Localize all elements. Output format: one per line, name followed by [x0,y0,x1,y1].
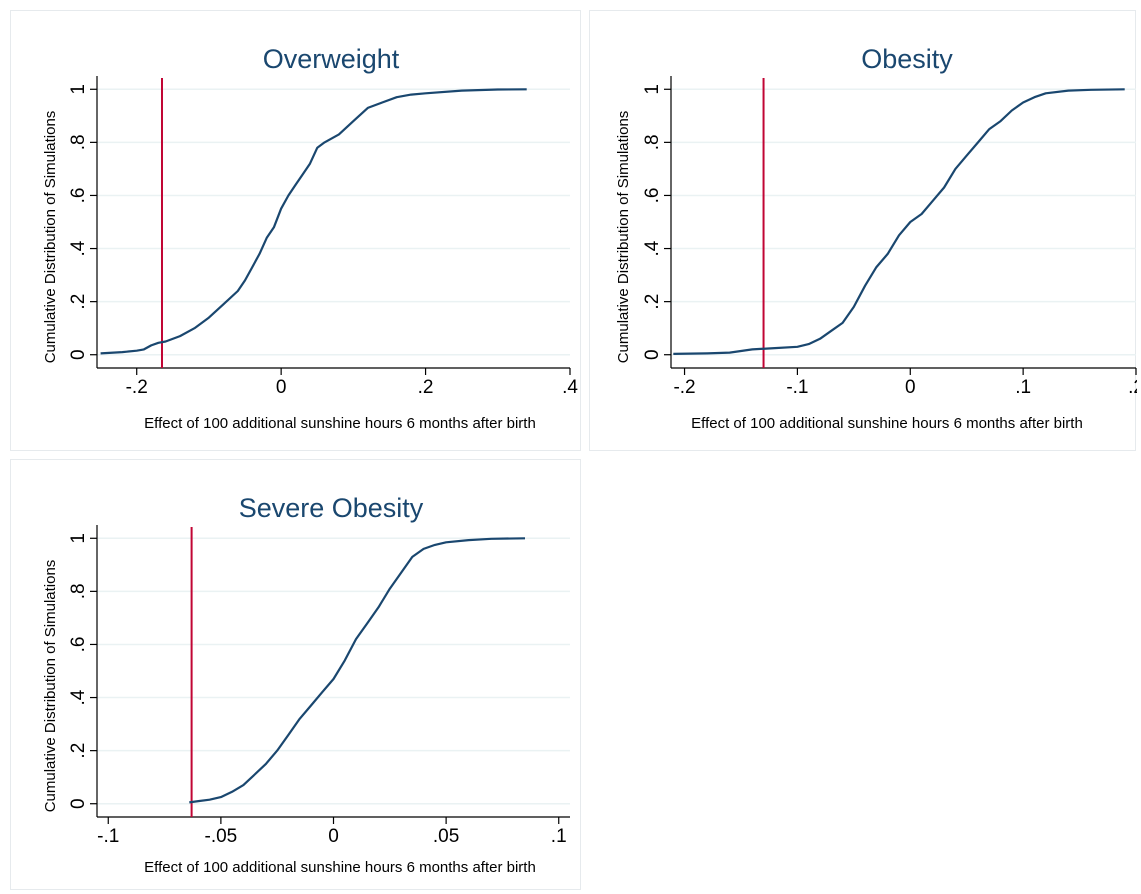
chart-title: Overweight [263,44,400,74]
x-tick-label: 0 [905,377,916,398]
y-tick-label: 1 [68,533,89,544]
x-tick-label: -.05 [205,826,238,847]
x-tick-label: .1 [1015,377,1031,398]
y-tick-label: .8 [642,134,663,150]
x-tick-label: .4 [562,377,578,398]
y-axis-label: Cumulative Distribution of Simulations [42,560,59,813]
panel-obesity: Obesity Cumulative Distribution of Simul… [589,10,1137,451]
x-tick-label: -.2 [673,377,695,398]
x-tick-label: -.2 [126,377,148,398]
x-tick-label: .2 [1128,377,1137,398]
plot-area: 0 .2 .4 .6 .8 1 -.2 0 .2 .4 [68,76,578,398]
y-tick-label: 0 [642,349,663,360]
x-axis-label: Effect of 100 additional sunshine hours … [691,415,1083,432]
y-tick-label: 1 [642,84,663,95]
x-tick-label: .05 [433,826,459,847]
y-axis-label: Cumulative Distribution of Simulations [615,111,632,364]
x-tick-label: 0 [276,377,287,398]
chart-obesity: Obesity Cumulative Distribution of Simul… [615,44,1137,432]
panel-overweight: Overweight Cumulative Distribution of Si… [10,10,581,451]
x-axis-label: Effect of 100 additional sunshine hours … [144,859,536,876]
y-tick-label: .8 [68,134,89,150]
y-tick-label: .6 [642,188,663,204]
cdf-series-line [100,88,527,355]
y-tick-label: 0 [68,798,89,809]
y-tick-label: .6 [68,188,89,204]
x-tick-label: -.1 [786,377,808,398]
chart-title: Severe Obesity [239,493,424,523]
y-tick-label: .2 [68,743,89,759]
y-tick-label: .6 [68,637,89,653]
panel-severe-obesity: Severe Obesity Cumulative Distribution o… [10,459,581,890]
cdf-series-line [673,88,1125,355]
chart-severe-obesity: Severe Obesity Cumulative Distribution o… [42,493,570,876]
y-tick-label: .2 [642,294,663,310]
y-tick-label: 0 [68,349,89,360]
x-tick-label: .1 [551,826,567,847]
x-tick-label: -.1 [97,826,119,847]
x-axis-label: Effect of 100 additional sunshine hours … [144,415,536,432]
plot-area: 0 .2 .4 .6 .8 1 -.2 -.1 0 .1 .2 [642,76,1137,398]
y-tick-label: .4 [68,240,89,256]
chart-overweight: Overweight Cumulative Distribution of Si… [42,44,578,432]
y-tick-label: .4 [642,240,663,256]
cdf-series-line [189,537,526,804]
y-tick-label: .8 [68,583,89,599]
chart-title: Obesity [861,44,953,74]
plot-area: 0 .2 .4 .6 .8 1 -.1 -.05 0 .05 .1 [68,525,570,847]
y-axis-label: Cumulative Distribution of Simulations [42,111,59,364]
y-tick-label: .4 [68,689,89,705]
x-tick-label: .2 [418,377,434,398]
y-tick-label: .2 [68,294,89,310]
y-tick-label: 1 [68,84,89,95]
x-tick-label: 0 [328,826,339,847]
